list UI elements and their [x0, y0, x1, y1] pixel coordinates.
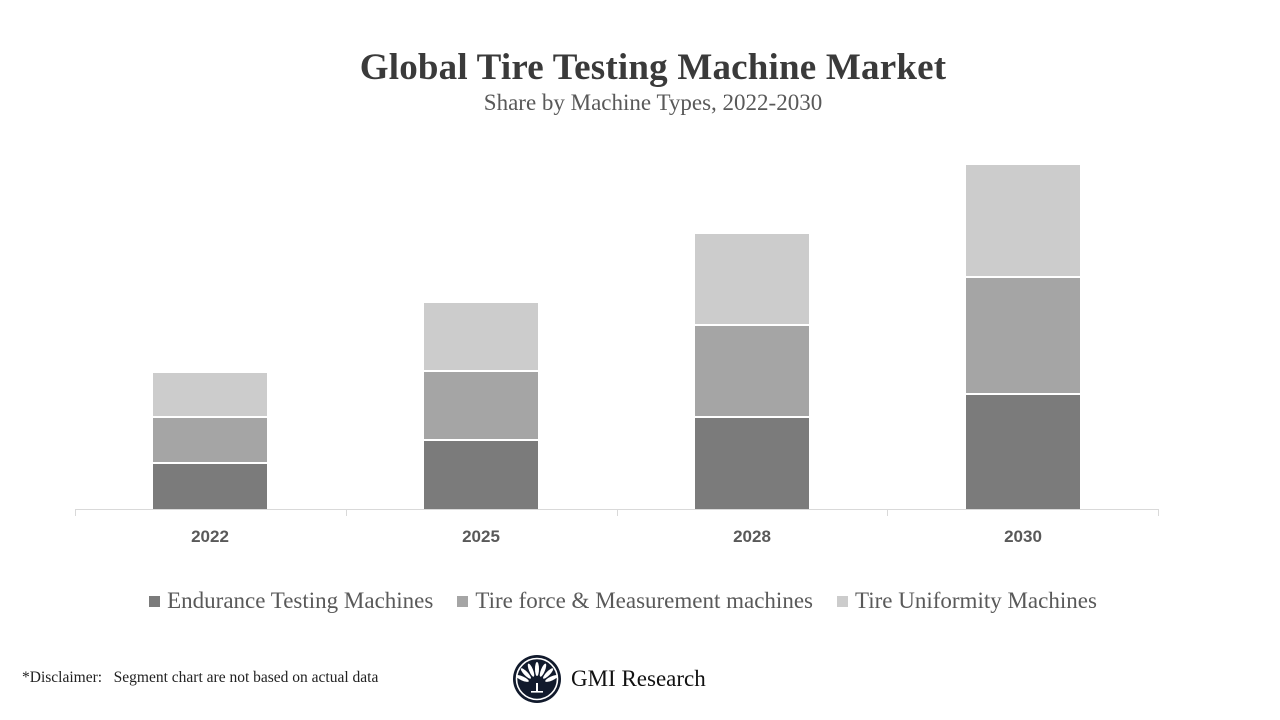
- x-axis-tick: [617, 509, 618, 516]
- x-axis-tick: [75, 509, 76, 516]
- fan-leaf-circle-logo-icon: [513, 655, 561, 703]
- plot-area: 2022 2025 2028 2030: [75, 165, 1159, 546]
- bar-2028: [695, 234, 809, 509]
- chart-title: Global Tire Testing Machine Market: [359, 47, 947, 88]
- legend-item: Endurance Testing Machines: [149, 588, 433, 614]
- x-axis-label: 2030: [1004, 527, 1042, 546]
- bar-segment: [153, 464, 267, 509]
- x-axis-label: 2025: [462, 527, 500, 546]
- legend-label: Endurance Testing Machines: [167, 588, 434, 613]
- bar-segment: [153, 418, 267, 464]
- bar-segment: [424, 372, 538, 441]
- legend-item: Tire Uniformity Machines: [836, 588, 1097, 614]
- bar-segment: [153, 373, 267, 418]
- bar-segment: [966, 395, 1080, 509]
- chart-subtitle: Share by Machine Types, 2022-2030: [483, 90, 823, 115]
- bar-segment: [966, 165, 1080, 278]
- x-axis-tick: [887, 509, 888, 516]
- bar-2025: [424, 303, 538, 509]
- x-axis-tick: [1158, 509, 1159, 516]
- legend-item: Tire force & Measurement machines: [457, 588, 813, 614]
- bar-2022: [153, 373, 267, 509]
- bar-segment: [966, 278, 1080, 395]
- legend: Endurance Testing Machines Tire force & M…: [0, 588, 1246, 614]
- x-axis-tick: [346, 509, 347, 516]
- legend-label: Tire Uniformity Machines: [854, 588, 1097, 613]
- x-axis-label: 2028: [733, 527, 771, 546]
- bar-segment: [695, 234, 809, 326]
- bar-segment: [424, 303, 538, 372]
- legend-swatch-icon: [457, 595, 469, 607]
- bar-segment: [695, 418, 809, 509]
- disclaimer-text: *Disclaimer: Segment chart are not based…: [22, 669, 379, 686]
- legend-swatch-icon: [836, 595, 848, 607]
- bar-2030: [966, 165, 1080, 509]
- brand-name: GMI Research: [571, 666, 706, 691]
- legend-label: Tire force & Measurement machines: [475, 588, 813, 613]
- x-axis-label: 2022: [191, 527, 229, 546]
- legend-swatch-icon: [149, 595, 161, 607]
- bar-segment: [695, 326, 809, 418]
- brand-logo: GMI Research: [512, 654, 706, 704]
- bar-segment: [424, 441, 538, 509]
- x-axis-line: [75, 509, 1158, 510]
